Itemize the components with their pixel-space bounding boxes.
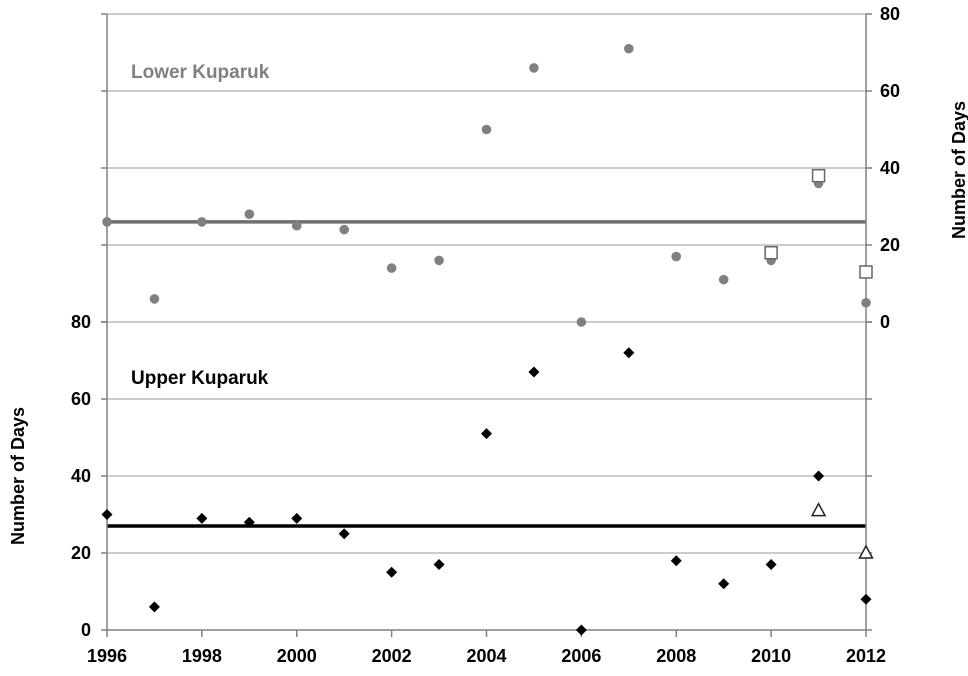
data-point-open-square [764,245,778,260]
right-y-tick-label: 20 [880,235,900,255]
data-point-diamond [670,555,682,567]
data-point-diamond [718,578,730,590]
data-point-diamond [243,516,255,528]
data-point-circle [434,255,444,266]
data-point-diamond [528,366,540,378]
x-tick-label: 2004 [466,646,506,666]
data-point-diamond [860,593,872,605]
lower-kuparuk-label: Lower Kuparuk [131,62,270,83]
right-y-tick-label: 60 [880,81,900,101]
mean-lines [107,220,866,528]
data-point-diamond [338,528,350,540]
data-point-circle [339,224,349,235]
right-y-tick-label: 80 [880,4,900,24]
upper-kuparuk-label: Upper Kuparuk [131,368,269,389]
data-point-diamond [386,566,398,578]
x-tick-label: 2002 [372,646,412,666]
x-tick-label: 2000 [277,646,317,666]
data-point-circle [671,251,682,262]
data-point-open-triangle [810,502,827,517]
data-point-circle [576,317,587,327]
data-point-circle [481,124,492,135]
data-point-diamond [101,509,113,520]
data-point-open-square [811,168,826,183]
data-point-diamond [623,347,635,359]
data-point-circle [718,274,729,285]
data-point-circle [529,63,539,73]
data-point-diamond [433,559,445,571]
data-point-circle [149,294,160,304]
left-y-tick-label: 40 [71,466,91,486]
tick-labels: 0 20 40 60 80 0 20 40 60 80 1996 1998 2000 2002 2004 20… [71,4,900,666]
data-point-open-triangle [858,544,874,559]
data-points [101,43,874,636]
x-tick-label: 2006 [561,646,601,666]
data-point-diamond [291,512,303,524]
left-y-tick-label: 60 [71,389,91,409]
x-tick-label: 2012 [846,646,886,666]
data-point-diamond [196,512,208,524]
data-point-diamond [765,559,777,571]
data-point-diamond [148,601,160,613]
data-point-diamond [813,470,825,482]
left-y-axis-title: Number of Days [8,407,28,545]
data-point-circle [624,43,634,54]
right-y-tick-label: 40 [880,158,900,178]
left-y-tick-label: 80 [71,312,91,332]
right-y-tick-label: 0 [880,312,890,332]
x-tick-label: 2008 [656,646,696,666]
x-tick-label: 1998 [182,646,222,666]
data-point-circle [244,209,255,219]
data-point-circle [386,263,397,273]
data-point-circle [102,217,112,227]
data-point-circle [291,220,302,231]
left-y-tick-label: 0 [81,620,91,640]
gridlines [101,13,872,631]
x-tick-label: 2010 [751,646,791,666]
x-tick-label: 1996 [87,646,127,666]
data-point-diamond [481,428,492,440]
left-y-tick-label: 20 [71,543,91,563]
right-y-axis-title: Number of Days [949,101,968,239]
data-point-circle [861,297,871,308]
data-point-open-square [859,265,873,279]
data-point-diamond [575,624,587,636]
data-point-circle [197,217,207,227]
